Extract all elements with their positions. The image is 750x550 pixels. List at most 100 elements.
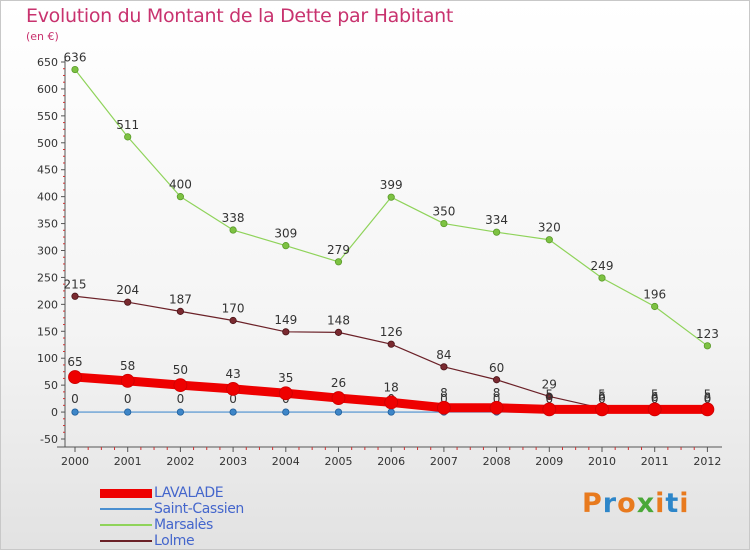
y-tick-label: 450 xyxy=(37,164,58,177)
x-tick-label: 2012 xyxy=(693,455,721,468)
data-label-lavalade: 50 xyxy=(173,363,188,377)
data-label-lolme: 6 xyxy=(651,390,659,404)
y-tick-label: 400 xyxy=(37,191,58,204)
data-point-saint-cassien xyxy=(124,408,132,416)
legend-label: Saint-Cassien xyxy=(154,501,244,517)
data-label-lavalade: 58 xyxy=(120,359,135,373)
data-label-lavalade: 8 xyxy=(440,386,448,400)
y-tick-label: 650 xyxy=(37,56,58,69)
y-tick-label: 300 xyxy=(37,245,58,258)
data-label-saint-cassien: 0 xyxy=(598,392,606,406)
x-tick-label: 2000 xyxy=(61,455,89,468)
data-label-marsales: 309 xyxy=(274,227,297,241)
data-label-lavalade: 5 xyxy=(704,387,712,401)
logo-letter: t xyxy=(665,488,680,519)
data-label-lavalade: 5 xyxy=(651,387,659,401)
data-label-marsales: 350 xyxy=(432,205,455,219)
x-tick-label: 2002 xyxy=(166,455,194,468)
data-point-lavalade xyxy=(647,402,662,417)
data-point-saint-cassien xyxy=(282,408,290,416)
data-point-lavalade xyxy=(226,382,241,396)
data-point-saint-cassien xyxy=(176,408,184,416)
legend-label: Lolme xyxy=(154,533,195,549)
data-label-saint-cassien: 0 xyxy=(651,392,659,406)
data-point-marsales xyxy=(651,302,659,311)
data-point-lavalade xyxy=(331,391,346,405)
data-point-marsales xyxy=(71,65,79,74)
logo-letter: r xyxy=(602,488,618,519)
data-label-marsales: 400 xyxy=(169,178,192,192)
x-tick-label: 2009 xyxy=(535,455,563,468)
data-label-marsales: 338 xyxy=(222,211,245,225)
data-point-marsales xyxy=(598,274,606,282)
data-label-lolme: 215 xyxy=(64,277,87,291)
data-label-marsales: 249 xyxy=(591,259,614,273)
data-point-lavalade xyxy=(278,386,293,401)
data-point-lavalade xyxy=(436,400,451,415)
data-label-lolme: 204 xyxy=(116,283,139,297)
data-point-lolme xyxy=(176,307,184,315)
data-label-lolme: 60 xyxy=(489,361,504,375)
legend-swatch xyxy=(100,524,152,526)
data-point-lolme xyxy=(492,376,501,384)
data-point-lavalade xyxy=(595,402,609,417)
data-label-lavalade: 26 xyxy=(331,376,346,390)
y-tick-label: 0 xyxy=(51,406,58,419)
data-point-lolme xyxy=(124,298,132,306)
data-point-marsales xyxy=(124,133,132,141)
data-point-lolme xyxy=(440,363,448,371)
y-tick-label: 550 xyxy=(37,110,58,123)
legend-swatch xyxy=(100,540,152,542)
data-label-lolme: 187 xyxy=(169,292,192,306)
data-label-lolme: 170 xyxy=(222,302,245,316)
legend-swatch xyxy=(100,508,152,510)
x-tick-label: 2008 xyxy=(483,455,511,468)
data-label-saint-cassien: 0 xyxy=(229,392,237,406)
chart-title: Evolution du Montant de la Dette par Hab… xyxy=(26,5,454,27)
data-label-lolme: 149 xyxy=(274,313,297,327)
x-tick-label: 2010 xyxy=(588,455,616,468)
data-point-marsales xyxy=(440,219,448,228)
x-tick-label: 2001 xyxy=(114,455,142,468)
data-point-lavalade xyxy=(384,395,399,410)
data-point-lolme xyxy=(229,316,237,325)
x-tick-label: 2005 xyxy=(325,455,353,468)
data-point-marsales xyxy=(334,258,343,266)
data-label-saint-cassien: 0 xyxy=(71,392,79,406)
data-label-lavalade: 18 xyxy=(384,380,399,394)
data-point-marsales xyxy=(282,242,290,250)
data-label-marsales: 399 xyxy=(380,178,403,192)
data-point-lolme xyxy=(71,292,79,300)
data-label-marsales: 320 xyxy=(538,221,561,235)
data-label-saint-cassien: 0 xyxy=(493,392,501,406)
data-label-lavalade: 43 xyxy=(225,367,240,381)
logo-letter: i xyxy=(655,488,666,519)
data-label-saint-cassien: 0 xyxy=(704,392,712,406)
y-tick-label: 350 xyxy=(37,218,58,231)
y-tick-label: 200 xyxy=(37,298,58,311)
data-point-lavalade xyxy=(542,402,557,417)
logo-letter: o xyxy=(617,488,637,519)
data-label-lolme: 148 xyxy=(327,313,350,327)
logo-letter: i xyxy=(679,488,690,519)
data-point-marsales xyxy=(703,342,712,350)
legend-swatch xyxy=(100,488,152,498)
data-point-lavalade xyxy=(120,373,135,388)
data-label-lolme: 84 xyxy=(436,348,451,362)
legend-label: LAVALADE xyxy=(154,485,224,501)
data-label-lavalade: 65 xyxy=(67,355,82,369)
data-point-lavalade xyxy=(700,402,715,417)
data-label-saint-cassien: 0 xyxy=(177,392,185,406)
data-point-saint-cassien xyxy=(229,408,237,416)
logo-letter: P xyxy=(582,488,603,519)
y-tick-label: 50 xyxy=(44,379,58,392)
legend-label: Marsalès xyxy=(154,517,213,533)
data-point-lolme xyxy=(545,392,553,401)
data-label-lavalade: 5 xyxy=(598,387,606,401)
data-label-marsales: 279 xyxy=(327,243,350,257)
x-tick-label: 2011 xyxy=(641,455,669,468)
x-tick-label: 2006 xyxy=(377,455,405,468)
data-point-saint-cassien xyxy=(334,408,343,416)
